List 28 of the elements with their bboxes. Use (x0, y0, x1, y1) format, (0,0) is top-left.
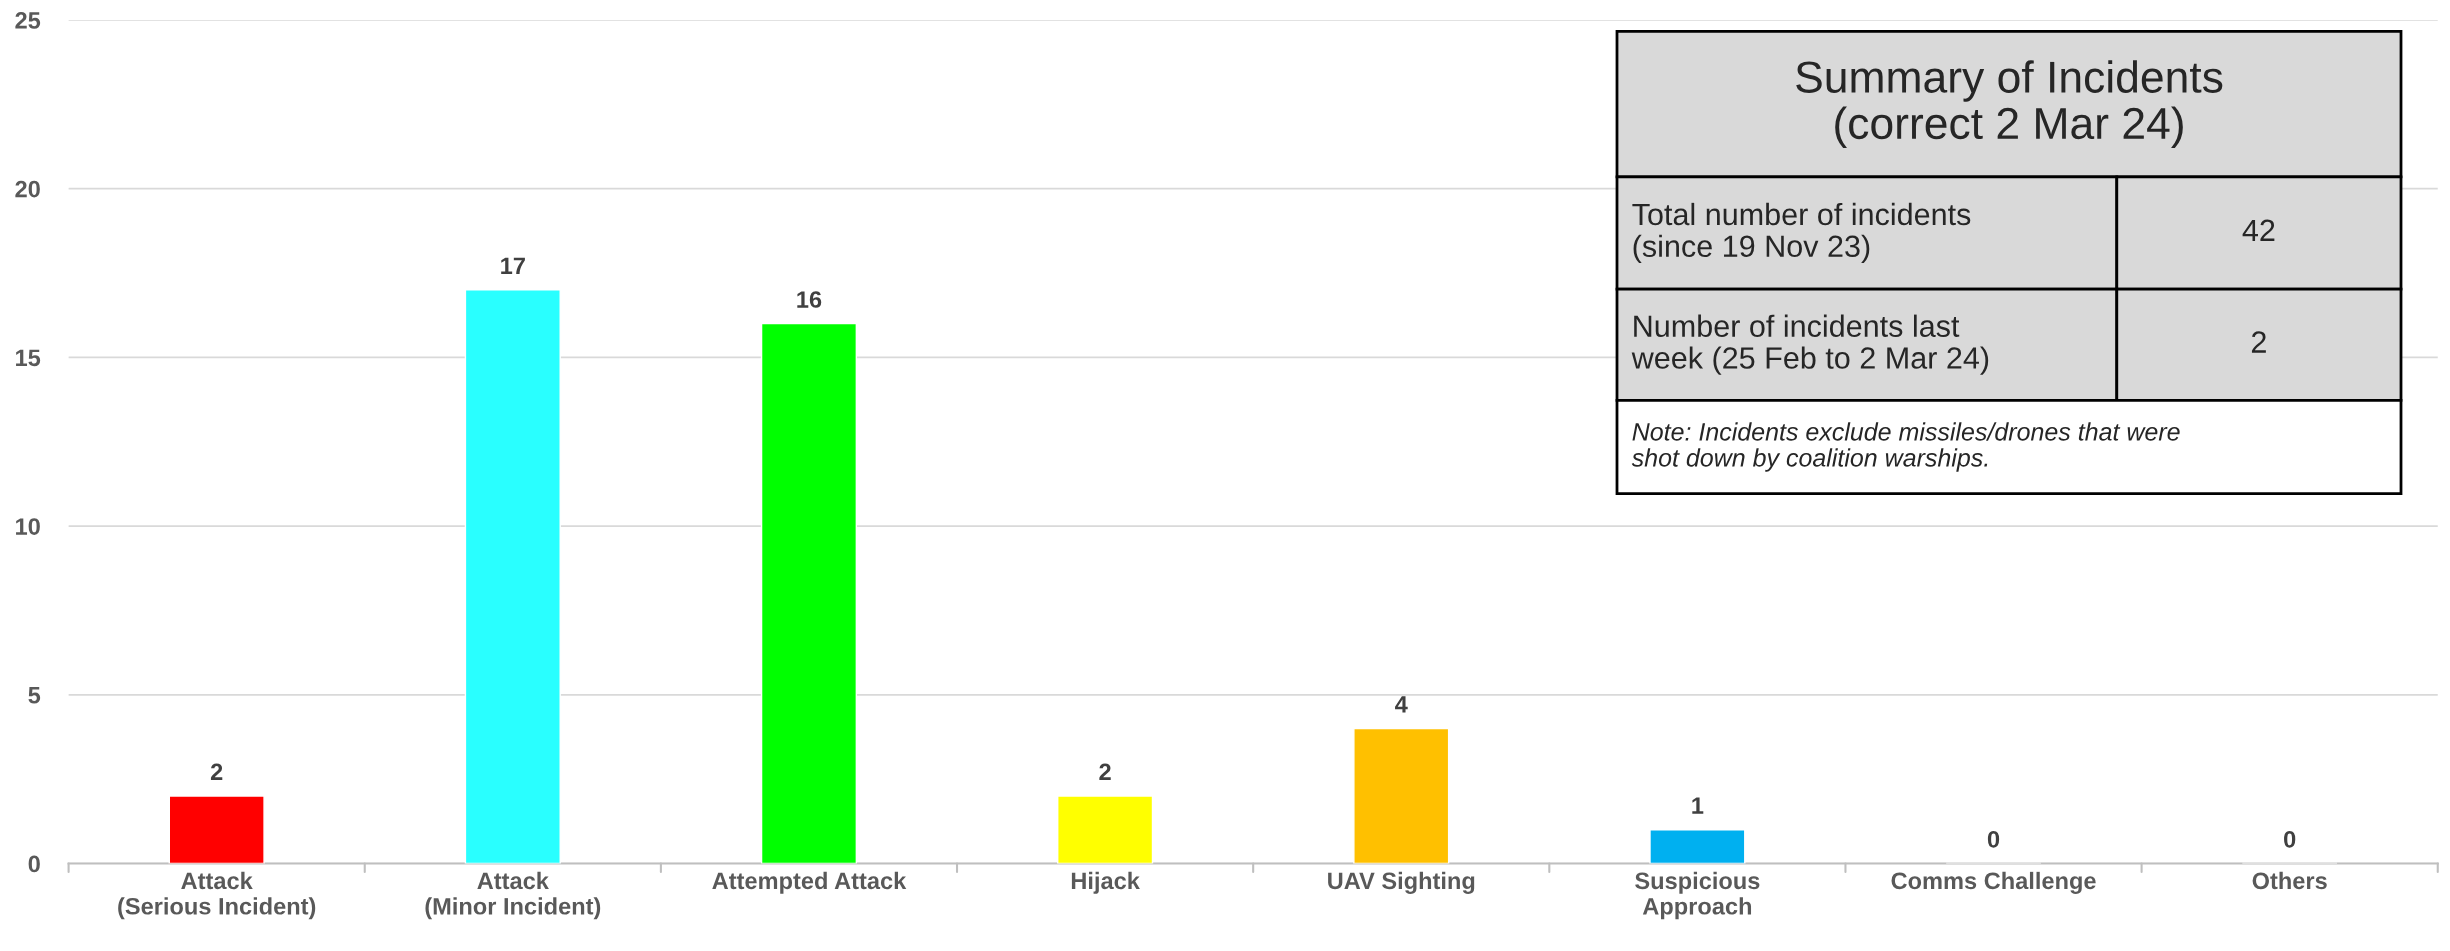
data-label: 0 (1987, 831, 2000, 848)
data-label: 1 (1692, 797, 1704, 814)
y-tick-label: 20 (15, 180, 40, 198)
x-tick-label: Attack (Minor Incident) (425, 871, 601, 920)
annotation: Total number of incidents (since 19 Nov 23) (1632, 202, 1971, 264)
x-tick-label: Hijack (1071, 871, 1140, 894)
y-tick-label: 15 (16, 349, 41, 367)
data-label: 2 (1099, 763, 1111, 781)
y-tick-label: 5 (28, 687, 41, 704)
annotation: 42 (2242, 219, 2275, 241)
annotation: Summary of Incidents (correct 2 Mar 24) (1796, 60, 2223, 148)
x-tick-label: Attack (Serious Incident) (118, 871, 316, 920)
x-tick-label: Attempted Attack (712, 871, 907, 894)
x-tick-label: Comms Challenge (1891, 871, 2096, 894)
x-tick-label: Others (2252, 871, 2327, 890)
data-label: 16 (797, 291, 822, 308)
x-tick-label: UAV Sighting (1328, 871, 1475, 894)
y-tick-label: 0 (28, 855, 40, 873)
data-label: 0 (2284, 831, 2296, 848)
data-label: 2 (210, 763, 223, 781)
annotation: Note: Incidents exclude missiles/drones that were shot down by coalition warships. (1631, 422, 2180, 472)
annotation: 2 (2251, 331, 2266, 353)
y-tick-label: 10 (16, 518, 40, 535)
y-tick-label: 25 (15, 12, 41, 29)
data-label: 17 (501, 257, 525, 274)
annotation: Number of incidents last week (25 Feb to 2 Mar 24) (1631, 314, 1989, 375)
x-tick-label: Suspicious Approach (1635, 871, 1760, 920)
data-label: 4 (1395, 696, 1408, 713)
